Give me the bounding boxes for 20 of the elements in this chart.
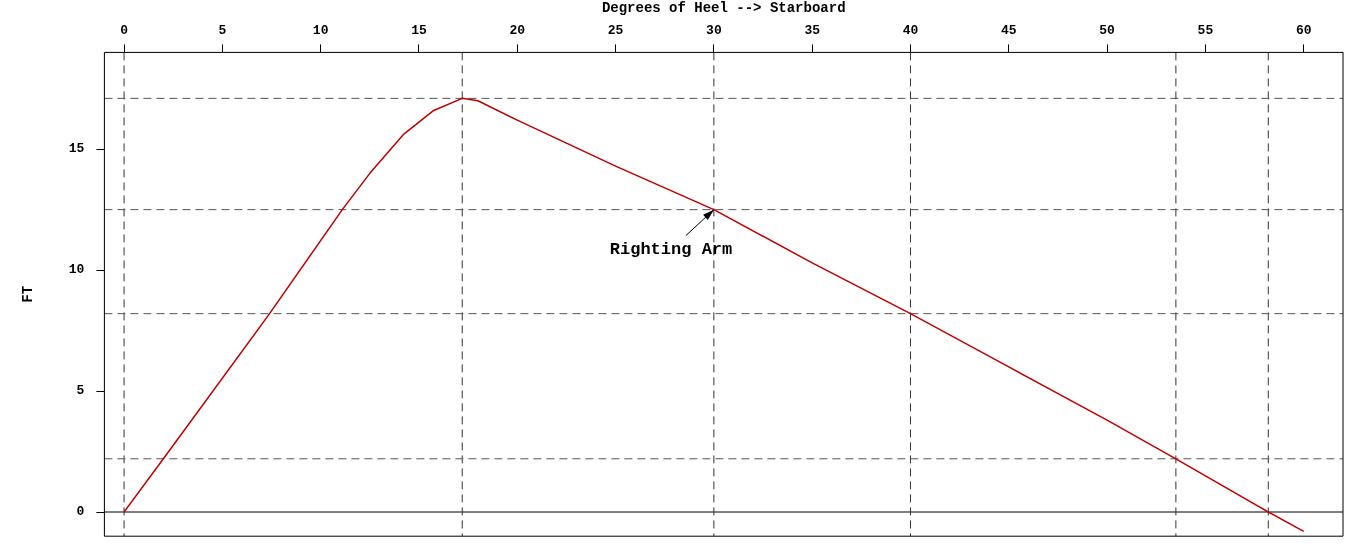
- y-tick-label: 5: [76, 383, 85, 399]
- y-tick-label: 10: [68, 262, 85, 278]
- y-tick-label: 0: [76, 504, 85, 520]
- x-tick-label: 50: [1099, 22, 1116, 38]
- x-tick-label: 0: [120, 22, 129, 38]
- y-axis-title: FT: [19, 285, 36, 303]
- x-tick-label: 25: [607, 22, 624, 38]
- x-tick-label: 60: [1295, 22, 1312, 38]
- x-tick-label: 35: [804, 22, 821, 38]
- x-tick-label: 20: [509, 22, 526, 38]
- x-tick-label: 40: [902, 22, 919, 38]
- x-tick-label: 45: [1000, 22, 1017, 38]
- y-tick-label: 15: [68, 141, 85, 157]
- x-tick-label: 30: [706, 22, 722, 38]
- x-tick-label: 10: [312, 22, 329, 38]
- x-axis-title: Degrees of Heel --> Starboard: [601, 0, 846, 16]
- x-tick-label: 5: [218, 22, 227, 38]
- annotation: Righting Arm: [609, 239, 733, 259]
- x-tick-label: 55: [1197, 22, 1214, 38]
- x-tick-label: 15: [411, 22, 427, 38]
